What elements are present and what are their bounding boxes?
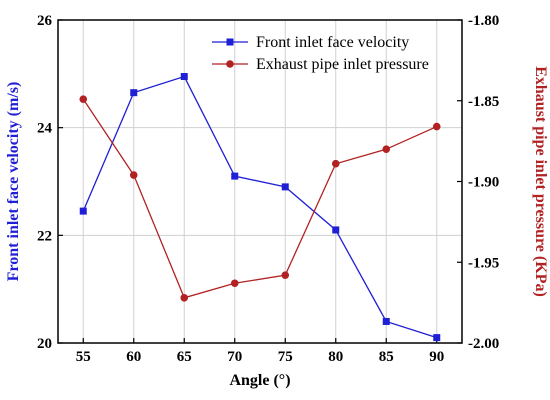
right-y-axis-ticks: -2.00 -1.95 -1.90 -1.85 -1.80 [457,13,499,352]
data-point-square [231,172,239,180]
legend-marker-pressure [226,60,234,68]
data-point-circle [79,95,88,103]
series-velocity [79,73,441,342]
left-y-tick-label: 20 [37,336,52,352]
data-point-circle [432,122,441,131]
series-layer [79,73,441,342]
x-tick-label: 65 [177,349,192,365]
data-point-square [332,226,340,234]
x-axis-ticks: 55 60 65 70 75 80 85 90 [76,338,444,365]
x-tick-label: 75 [278,349,293,365]
legend-label-pressure: Exhaust pipe inlet pressure [256,56,429,73]
series-pressure [79,95,441,302]
left-y-tick-label: 22 [37,228,52,244]
x-axis-title: Angle (°) [229,372,290,389]
data-point-square [433,334,441,342]
data-point-square [130,89,138,97]
right-y-tick-label: -1.80 [468,13,499,29]
x-tick-label: 55 [76,349,91,365]
series-line [82,75,437,339]
left-y-tick-label: 26 [37,13,53,29]
data-point-circle [281,271,290,279]
data-point-circle [230,279,239,288]
data-point-circle [331,159,340,168]
data-point-circle [382,145,391,153]
left-y-axis-ticks: 20 22 24 26 [37,13,63,352]
data-point-square [180,73,188,81]
legend-label-velocity: Front inlet face velocity [256,34,409,51]
right-y-axis-title: Exhaust pipe inlet pressure (KPa) [532,66,549,297]
x-tick-label: 85 [379,349,394,365]
data-point-square [382,317,390,325]
data-point-circle [129,171,138,179]
legend: Front inlet face velocity Exhaust pipe i… [212,34,429,73]
legend-marker-velocity [226,38,234,46]
right-y-tick-label: -1.85 [468,94,499,110]
data-point-square [79,207,87,215]
x-tick-label: 90 [429,349,444,365]
x-tick-label: 60 [126,349,141,365]
right-y-tick-label: -2.00 [468,336,499,352]
right-y-tick-label: -1.95 [468,255,499,271]
left-y-axis-title: Front inlet face velocity (m/s) [5,82,22,282]
left-y-tick-label: 24 [37,121,53,137]
data-point-square [281,183,289,191]
right-y-tick-label: -1.90 [468,175,499,191]
x-tick-label: 70 [227,349,242,365]
data-point-circle [180,293,189,302]
x-tick-label: 80 [328,349,343,365]
series-line [82,98,438,299]
